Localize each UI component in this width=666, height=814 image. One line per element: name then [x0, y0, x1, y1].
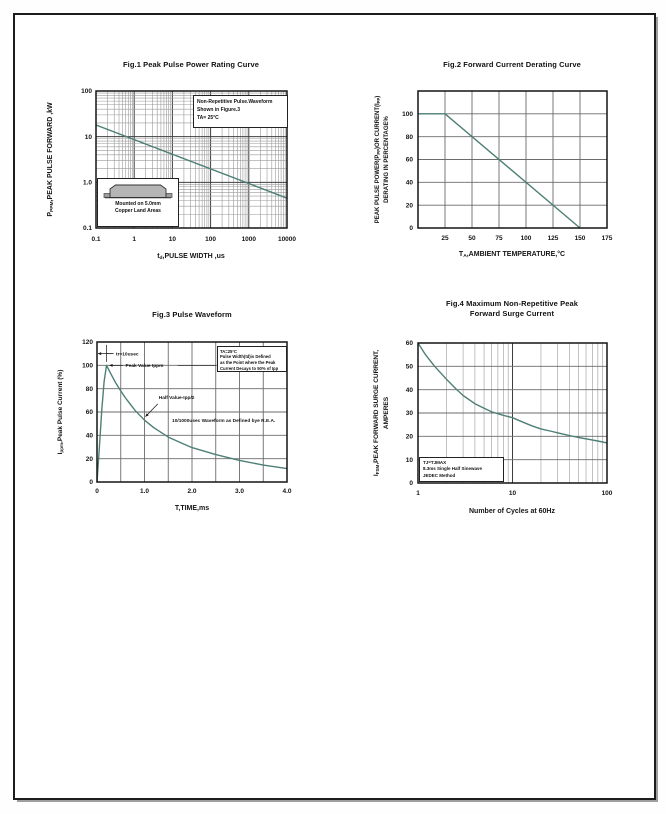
fig4-y-tick: 20 — [406, 434, 414, 441]
fig3-x-axis-label: T,TIME,ms — [175, 505, 209, 512]
fig4-series-surge-current — [417, 342, 608, 444]
fig1-inset-line: Mounted on 5.0mm — [115, 201, 161, 207]
fig3-note-line: Current Decays to 50% of Ipp — [220, 366, 279, 372]
fig3-annotation-arrowhead — [97, 352, 102, 356]
fig1-inset-line: Copper Land Areas — [115, 208, 161, 215]
fig4-y-tick: 60 — [406, 340, 414, 347]
fig1-note-line: TA= 25°C — [197, 115, 219, 121]
fig2-x-tick: 75 — [495, 235, 503, 242]
fig3-note-line: as the Point where the Peak — [220, 360, 276, 366]
fig2-plot-frame — [417, 90, 608, 229]
fig3-x-tick: 0 — [95, 488, 99, 495]
fig2-x-tick: 100 — [521, 235, 532, 242]
fig1-note-line: Shown in Figure.3 — [197, 107, 241, 113]
fig4-y-tick: 30 — [406, 410, 414, 417]
fig2-y-tick: 60 — [406, 157, 414, 164]
fig2-x-tick: 150 — [575, 235, 586, 242]
fig1-x-tick: 100 — [205, 236, 216, 243]
fig2-series-derating — [418, 113, 581, 229]
fig3-plot-frame — [96, 341, 288, 483]
fig3-y-tick: 80 — [86, 386, 94, 393]
fig4-x-axis-label: Number of Cycles at 60Hz — [469, 508, 555, 515]
fig2-x-tick: 125 — [548, 235, 559, 242]
fig3-y-tick: 20 — [86, 456, 94, 463]
fig2-x-axis-label: TA,AMBIENT TEMPERATURE,°C — [459, 250, 565, 259]
fig3-x-tick: 3.0 — [235, 488, 244, 495]
fig4-y-tick: 50 — [406, 364, 414, 371]
fig4-y-tick: 40 — [406, 387, 414, 394]
fig4-note-line: 8.3ms Single Half Sinewave — [423, 466, 483, 472]
fig4-note-box: TJ=TJMAX 8.3ms Single Half Sinewave JEDE… — [419, 457, 504, 482]
fig1-x-tick: 10 — [169, 236, 177, 243]
fig1-x-tick: 1000 — [242, 236, 257, 243]
fig3-y-tick: 40 — [86, 433, 94, 440]
fig2-y-axis-label: DERATING IN PERCENTAGE% — [384, 115, 390, 202]
fig3-y-tick: 120 — [82, 339, 93, 346]
fig3-y-tick: 100 — [82, 363, 93, 370]
fig2-y-tick: 80 — [406, 134, 414, 141]
fig4-y-tick: 0 — [409, 480, 413, 487]
fig1-title: Fig.1 Peak Pulse Power Rating Curve — [122, 60, 260, 69]
fig2-x-tick: 175 — [602, 235, 613, 242]
fig2-y-tick: 0 — [409, 225, 413, 232]
fig1-x-tick: 10000 — [278, 236, 296, 243]
fig1-y-tick: 1.0 — [83, 180, 92, 187]
fig1-note-line: Non-Repetitive Pulse.Waveform — [197, 99, 273, 105]
fig1-plot-frame — [95, 90, 288, 229]
fig1-y-tick: 0.1 — [83, 225, 92, 232]
fig2-y-tick: 100 — [402, 111, 413, 118]
fig3-note-line: TA=25°C — [220, 348, 238, 354]
fig1-x-tick: 0.1 — [91, 236, 100, 243]
fig2-x-tick: 50 — [468, 235, 476, 242]
fig3-annotation-text: 10/1000usec Waveform as Defined bye R.E.… — [172, 418, 275, 424]
fig1-y-axis-label: PPPM,PEAK PULSE FORWARD ,kW — [47, 102, 55, 217]
fig2-y-tick: 20 — [406, 202, 414, 209]
fig3-annotation-text: Peak Value Ippm — [126, 363, 164, 369]
fig4-note-line: JEDEC Method — [423, 473, 456, 478]
fig3-note-line: Pulse Width(td)is Defined — [220, 354, 271, 360]
fig2-chart: 25 50 75 100 125 150 175 100 80 60 40 20 0 TA,AMBIENT… — [375, 90, 613, 259]
fig4-y-axis-label: IFSM,PEAK FORWARD SURGE CURRENT, — [373, 350, 380, 476]
page-border — [13, 13, 656, 800]
fig3-y-tick: 0 — [89, 479, 93, 486]
fig4-y-tick: 10 — [406, 457, 414, 464]
fig4-title-line2: Forward Surge Current — [469, 309, 555, 318]
fig4-title-line1: Fig.4 Maximum Non-Repetitive Peak — [445, 299, 579, 308]
fig1-series-peak-pulse-power — [95, 124, 288, 199]
fig1-note-box: Non-Repetitive Pulse.Waveform Shown in F… — [193, 95, 288, 128]
fig1-y-tick: 100 — [81, 88, 92, 95]
fig1-inset-box: Mounted on 5.0mm Copper Land Areas — [97, 178, 179, 227]
fig3-x-tick: 2.0 — [187, 488, 196, 495]
fig4-x-tick: 10 — [509, 490, 517, 497]
fig1-x-tick: 1 — [132, 236, 136, 243]
fig2-title: Fig.2 Forward Current Derating Curve — [443, 60, 581, 69]
fig1-x-axis-label: td,PULSE WIDTH ,us — [157, 253, 225, 261]
fig3-x-tick: 4.0 — [282, 488, 291, 495]
fig1-y-tick: 10 — [85, 134, 93, 141]
fig3-title: Fig.3 Pulse Waveform — [152, 310, 232, 319]
fig3-y-axis-label: Ippm,Peak Pulse Current (%) — [57, 370, 64, 455]
fig4-note-line: TJ=TJMAX — [423, 459, 447, 465]
fig3-note-box: TA=25°C Pulse Width(td)is Defined as the… — [217, 346, 287, 372]
fig3-series-pulse-waveform — [96, 364, 288, 483]
fig3-annotation-text: Half Value-Ipp/2 — [159, 395, 195, 401]
fig4-x-tick: 1 — [416, 490, 420, 497]
fig4-plot-frame — [417, 342, 608, 484]
fig3-annotation-arrowhead — [109, 363, 113, 367]
package-icon — [103, 184, 173, 199]
fig3-y-tick: 60 — [86, 409, 94, 416]
fig2-x-tick: 25 — [441, 235, 449, 242]
fig2-y-axis-label: PEAK PULSE POWER(PPP)OR CURRENT(IPP) — [375, 96, 381, 224]
fig3-x-tick: 1.0 — [140, 488, 149, 495]
fig4-y-axis-label: AMPERES — [383, 396, 390, 429]
fig3-annotation-arrowhead — [145, 413, 149, 417]
fig3-annotation-text: tr=10usec — [116, 351, 139, 357]
fig2-y-tick: 40 — [406, 180, 414, 187]
fig4-x-tick: 100 — [602, 490, 613, 497]
